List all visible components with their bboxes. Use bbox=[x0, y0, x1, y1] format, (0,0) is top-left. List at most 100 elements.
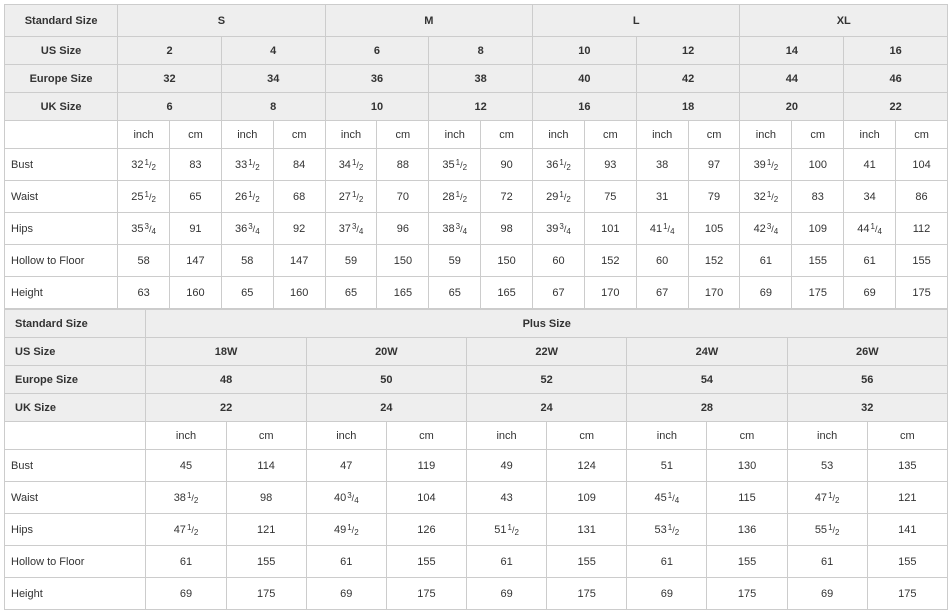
plus-unit-inch-4: inch bbox=[787, 422, 867, 450]
std-4-2-cm: 165 bbox=[377, 277, 429, 309]
plus-row-waist: Waist381/298403/410443109451/4115471/212… bbox=[5, 482, 948, 514]
plus-3-2-in: 61 bbox=[467, 546, 547, 578]
std-us-6: 14 bbox=[740, 37, 844, 65]
plus-4-0-in: 69 bbox=[146, 578, 226, 610]
std-4-0-cm: 160 bbox=[170, 277, 222, 309]
plus-uk-2: 24 bbox=[467, 394, 627, 422]
label-us-size: US Size bbox=[5, 37, 118, 65]
plus-uk-1: 24 bbox=[306, 394, 466, 422]
std-unit-inch-7: inch bbox=[844, 121, 896, 149]
std-4-1-in: 65 bbox=[221, 277, 273, 309]
plus-2-4-cm: 141 bbox=[867, 514, 947, 546]
plus-3-3-in: 61 bbox=[627, 546, 707, 578]
std-europe-6: 44 bbox=[740, 65, 844, 93]
plus-2-2-in: 511/2 bbox=[467, 514, 547, 546]
std-us-5: 12 bbox=[636, 37, 740, 65]
std-2-5-in: 411/4 bbox=[636, 213, 688, 245]
std-unit-inch-4: inch bbox=[533, 121, 585, 149]
std-unit-cm-0: cm bbox=[170, 121, 222, 149]
std-2-1-in: 363/4 bbox=[221, 213, 273, 245]
std-1-6-in: 321/2 bbox=[740, 181, 792, 213]
std-4-4-in: 67 bbox=[533, 277, 585, 309]
std-unit-inch-5: inch bbox=[636, 121, 688, 149]
plus-unit-inch-0: inch bbox=[146, 422, 226, 450]
std-3-6-in: 61 bbox=[740, 245, 792, 277]
plus-europe-1: 50 bbox=[306, 366, 466, 394]
std-2-4-cm: 101 bbox=[584, 213, 636, 245]
plus-2-3-in: 531/2 bbox=[627, 514, 707, 546]
std-2-7-in: 441/4 bbox=[844, 213, 896, 245]
plus-label-2: Hips bbox=[5, 514, 146, 546]
std-2-2-cm: 96 bbox=[377, 213, 429, 245]
plus-row-hips: Hips471/2121491/2126511/2131531/2136551/… bbox=[5, 514, 948, 546]
plus-europe-3: 54 bbox=[627, 366, 787, 394]
plus-4-0-cm: 175 bbox=[226, 578, 306, 610]
row-uk-size: UK Size 68101216182022 bbox=[5, 93, 948, 121]
std-unit-inch-6: inch bbox=[740, 121, 792, 149]
std-unit-cm-6: cm bbox=[792, 121, 844, 149]
std-label-4: Height bbox=[5, 277, 118, 309]
std-0-4-in: 361/2 bbox=[533, 149, 585, 181]
std-uk-4: 16 bbox=[533, 93, 637, 121]
plus-4-2-cm: 175 bbox=[547, 578, 627, 610]
plus-measurements-body: Bust4511447119491245113053135Waist381/29… bbox=[5, 450, 948, 610]
plus-0-1-in: 47 bbox=[306, 450, 386, 482]
std-europe-4: 40 bbox=[533, 65, 637, 93]
std-uk-1: 8 bbox=[221, 93, 325, 121]
plus-1-0-in: 381/2 bbox=[146, 482, 226, 514]
std-label-2: Hips bbox=[5, 213, 118, 245]
std-3-3-in: 59 bbox=[429, 245, 481, 277]
std-us-4: 10 bbox=[533, 37, 637, 65]
std-unit-cm-5: cm bbox=[688, 121, 740, 149]
std-4-0-in: 63 bbox=[118, 277, 170, 309]
plus-uk-4: 32 bbox=[787, 394, 947, 422]
std-0-5-in: 38 bbox=[636, 149, 688, 181]
std-1-6-cm: 83 bbox=[792, 181, 844, 213]
plus-0-0-cm: 114 bbox=[226, 450, 306, 482]
header-standard-size-plus: Standard Size bbox=[5, 310, 146, 338]
plus-europe-0: 48 bbox=[146, 366, 306, 394]
plus-3-0-cm: 155 bbox=[226, 546, 306, 578]
plus-1-2-cm: 109 bbox=[547, 482, 627, 514]
header-group-xl: XL bbox=[740, 5, 948, 37]
plus-4-4-in: 69 bbox=[787, 578, 867, 610]
std-3-0-in: 58 bbox=[118, 245, 170, 277]
std-3-7-in: 61 bbox=[844, 245, 896, 277]
plus-1-3-in: 451/4 bbox=[627, 482, 707, 514]
std-us-7: 16 bbox=[844, 37, 948, 65]
std-europe-1: 34 bbox=[221, 65, 325, 93]
plus-4-1-in: 69 bbox=[306, 578, 386, 610]
row-europe-size: Europe Size 3234363840424446 bbox=[5, 65, 948, 93]
std-unit-inch-2: inch bbox=[325, 121, 377, 149]
plus-unit-inch-1: inch bbox=[306, 422, 386, 450]
plus-2-1-cm: 126 bbox=[386, 514, 466, 546]
row-unit-labels: inchcminchcminchcminchcminchcminchcminch… bbox=[5, 121, 948, 149]
std-1-1-cm: 68 bbox=[273, 181, 325, 213]
std-row-hollow-to-floor: Hollow to Floor5814758147591505915060152… bbox=[5, 245, 948, 277]
plus-row-bust: Bust4511447119491245113053135 bbox=[5, 450, 948, 482]
plus-row-hollow-to-floor: Hollow to Floor6115561155611556115561155 bbox=[5, 546, 948, 578]
std-0-3-cm: 90 bbox=[481, 149, 533, 181]
std-0-6-cm: 100 bbox=[792, 149, 844, 181]
std-3-5-in: 60 bbox=[636, 245, 688, 277]
plus-label-3: Hollow to Floor bbox=[5, 546, 146, 578]
plus-4-4-cm: 175 bbox=[867, 578, 947, 610]
plus-0-3-in: 51 bbox=[627, 450, 707, 482]
plus-2-0-cm: 121 bbox=[226, 514, 306, 546]
plus-unit-cm-0: cm bbox=[226, 422, 306, 450]
plus-1-4-in: 471/2 bbox=[787, 482, 867, 514]
std-3-3-cm: 150 bbox=[481, 245, 533, 277]
plus-us-4: 26W bbox=[787, 338, 947, 366]
std-2-1-cm: 92 bbox=[273, 213, 325, 245]
plus-label-4: Height bbox=[5, 578, 146, 610]
header-group-s: S bbox=[118, 5, 325, 37]
std-4-5-cm: 170 bbox=[688, 277, 740, 309]
std-2-0-cm: 91 bbox=[170, 213, 222, 245]
plus-2-2-cm: 131 bbox=[547, 514, 627, 546]
std-2-7-cm: 112 bbox=[896, 213, 948, 245]
std-unit-cm-7: cm bbox=[896, 121, 948, 149]
std-us-0: 2 bbox=[118, 37, 222, 65]
row-plus-us-size: US Size 18W20W22W24W26W bbox=[5, 338, 948, 366]
plus-1-3-cm: 115 bbox=[707, 482, 787, 514]
std-label-1: Waist bbox=[5, 181, 118, 213]
